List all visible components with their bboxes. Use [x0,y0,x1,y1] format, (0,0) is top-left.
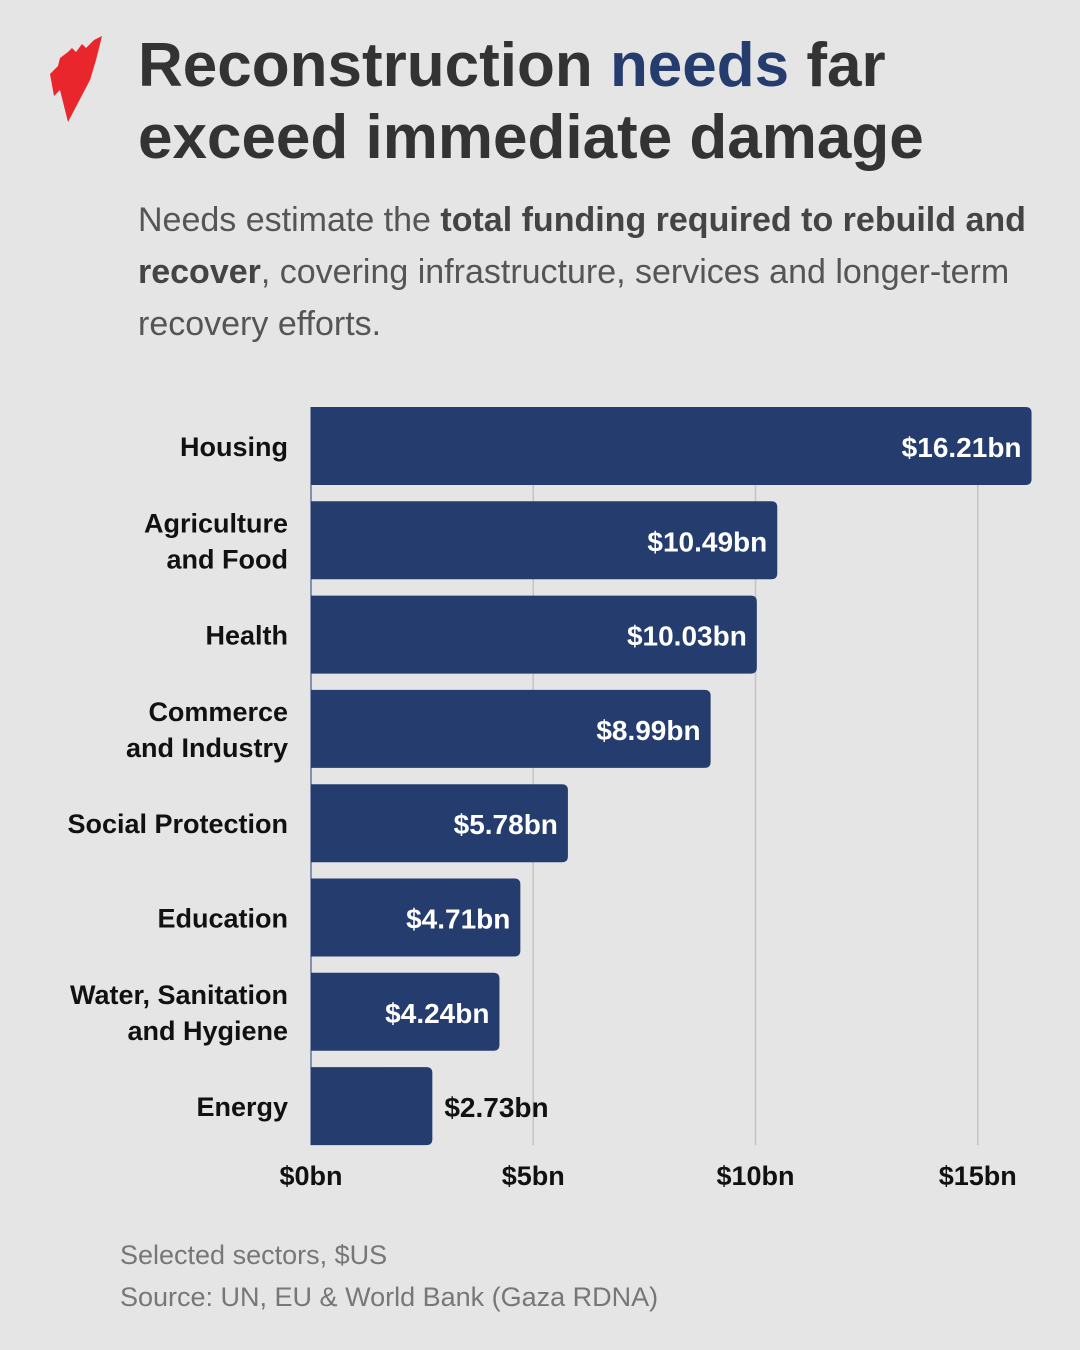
source-text: Source: UN, EU & World Bank (Gaza RDNA) [120,1282,659,1312]
category-label: and Hygiene [127,1016,288,1046]
bar [311,689,711,768]
subtitle: Needs estimate the total funding require… [138,201,1026,343]
x-tick-label: $10bn [716,1161,794,1191]
x-tick-label: $5bn [502,1161,565,1191]
data-label: $8.99bn [596,715,700,746]
category-label: Health [205,621,288,651]
category-label: and Food [167,544,288,574]
category-label: Housing [180,432,288,462]
page-title: Reconstruction needs far exceed immediat… [138,31,924,172]
category-label: Commerce [148,697,288,727]
category-label: Water, Sanitation [70,980,288,1010]
sbs-logo-icon [50,36,102,122]
bar [311,501,778,580]
x-tick-label: $0bn [279,1161,342,1191]
bar [311,595,757,674]
bar [311,972,500,1051]
category-label: Energy [196,1092,288,1122]
category-label: Social Protection [67,809,288,839]
data-label: $10.49bn [647,526,767,557]
category-label: Education [157,904,288,934]
bar [311,878,521,957]
category-label: Agriculture [144,508,288,538]
category-label: and Industry [126,733,288,763]
data-label: $5.78bn [454,809,558,840]
bar [311,784,568,863]
chart-notes: Selected sectors, $US Source: UN, EU & W… [120,1234,658,1318]
data-label: $10.03bn [627,621,747,652]
bar [311,407,1032,485]
data-label: $4.71bn [406,904,510,935]
note-text: Selected sectors, $US [120,1240,388,1270]
title-highlight: needs [609,31,790,100]
data-label: $4.24bn [385,998,489,1029]
bar-chart: $0bn $5bn $10bn $15bn Housing $16.21bn Agricul… [67,407,1032,1191]
x-tick-label: $15bn [939,1161,1017,1191]
data-label: $2.73bn [444,1092,548,1123]
bar [311,1067,433,1146]
data-label: $16.21bn [902,432,1022,463]
